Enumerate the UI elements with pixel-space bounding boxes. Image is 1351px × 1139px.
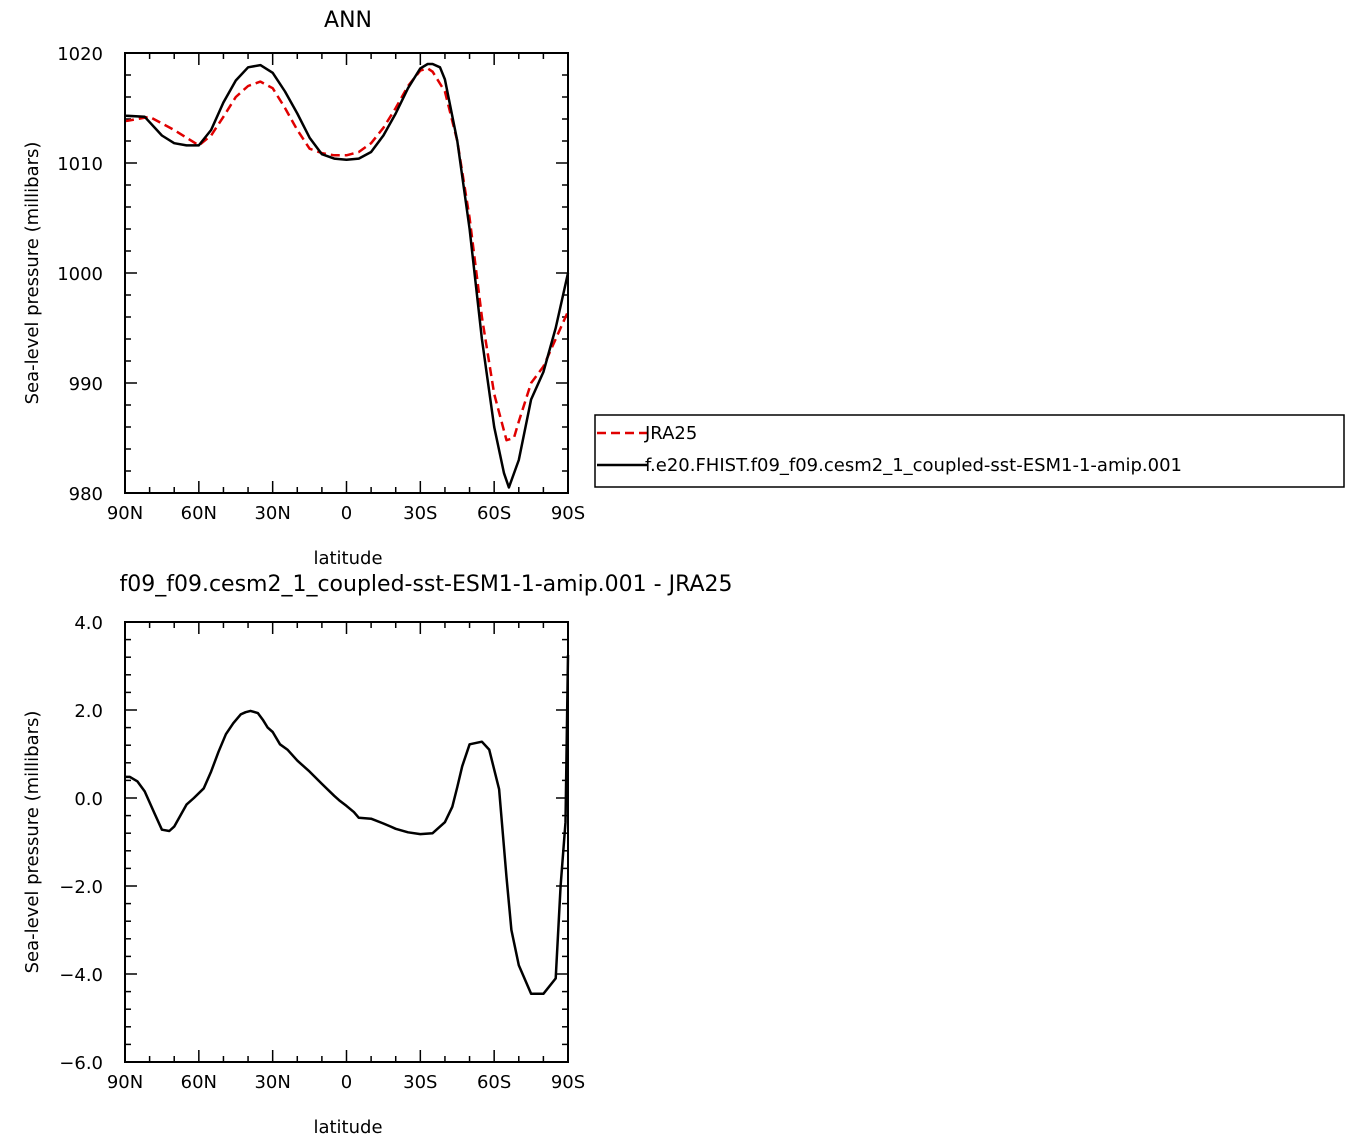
bottom-x-tick-label: 0 <box>341 1072 352 1093</box>
bottom-panel: f09_f09.cesm2_1_coupled-sst-ESM1-1-amip.… <box>22 572 733 1138</box>
top-plot-frame <box>124 52 569 494</box>
top-x-tick-label: 0 <box>341 503 352 524</box>
top-y-tick-label: 1010 <box>57 154 103 175</box>
bottom-x-axis-label: latitude <box>313 1117 382 1138</box>
bottom-y-axis-label: Sea-level pressure (millibars) <box>22 711 43 974</box>
bottom-y-tick-label: 2.0 <box>74 701 103 722</box>
top-x-tick-label: 30S <box>403 503 437 524</box>
bottom-axis-ticks: 90N 60N 30N 0 30S 60S 90S −6.0 −4.0 −2.0 0.0 2.0 4.0 <box>59 613 585 1093</box>
bottom-plot-frame <box>124 621 569 1063</box>
top-x-axis-label: latitude <box>313 548 382 569</box>
top-x-tick-label: 90S <box>551 503 585 524</box>
top-series-line-0 <box>124 67 570 442</box>
legend: JRA25 f.e20.FHIST.f09_f09.cesm2_1_couple… <box>594 414 1345 488</box>
bottom-y-tick-label: 0.0 <box>74 789 103 810</box>
bottom-y-tick-label: −6.0 <box>59 1053 103 1074</box>
legend-label-cesm2: f.e20.FHIST.f09_f09.cesm2_1_coupled-sst-… <box>645 455 1182 476</box>
top-axis-ticks: 90N 60N 30N 0 30S 60S 90S 980 990 1000 1010 1020 <box>57 44 585 524</box>
top-series-line-1 <box>124 62 570 489</box>
top-series-lines <box>124 62 570 489</box>
top-x-tick-label: 60S <box>477 503 511 524</box>
top-panel: ANN 90N 60N 30N 0 30S 60S 90S 980 990 1000 1010 102… <box>22 8 585 569</box>
bottom-series-lines <box>125 654 570 996</box>
legend-label-jra25: JRA25 <box>644 423 697 444</box>
bottom-x-tick-label: 60S <box>477 1072 511 1093</box>
bottom-series-line-0 <box>125 654 570 996</box>
bottom-x-tick-label: 30N <box>254 1072 290 1093</box>
bottom-y-tick-label: −4.0 <box>59 965 103 986</box>
bottom-x-tick-label: 90S <box>551 1072 585 1093</box>
bottom-x-tick-label: 30S <box>403 1072 437 1093</box>
top-y-axis-label: Sea-level pressure (millibars) <box>22 142 43 405</box>
top-x-tick-label: 60N <box>181 503 217 524</box>
top-y-tick-label: 1000 <box>57 264 103 285</box>
top-x-tick-label: 30N <box>254 503 290 524</box>
bottom-chart-title: f09_f09.cesm2_1_coupled-sst-ESM1-1-amip.… <box>119 572 732 597</box>
top-y-tick-label: 1020 <box>57 44 103 65</box>
bottom-x-tick-label: 60N <box>181 1072 217 1093</box>
bottom-y-tick-label: −2.0 <box>59 877 103 898</box>
top-y-tick-label: 980 <box>69 484 103 505</box>
legend-box <box>594 414 1345 488</box>
bottom-y-tick-label: 4.0 <box>74 613 103 634</box>
top-y-tick-label: 990 <box>69 374 103 395</box>
top-chart-title: ANN <box>324 8 372 33</box>
top-x-tick-label: 90N <box>107 503 143 524</box>
bottom-x-tick-label: 90N <box>107 1072 143 1093</box>
